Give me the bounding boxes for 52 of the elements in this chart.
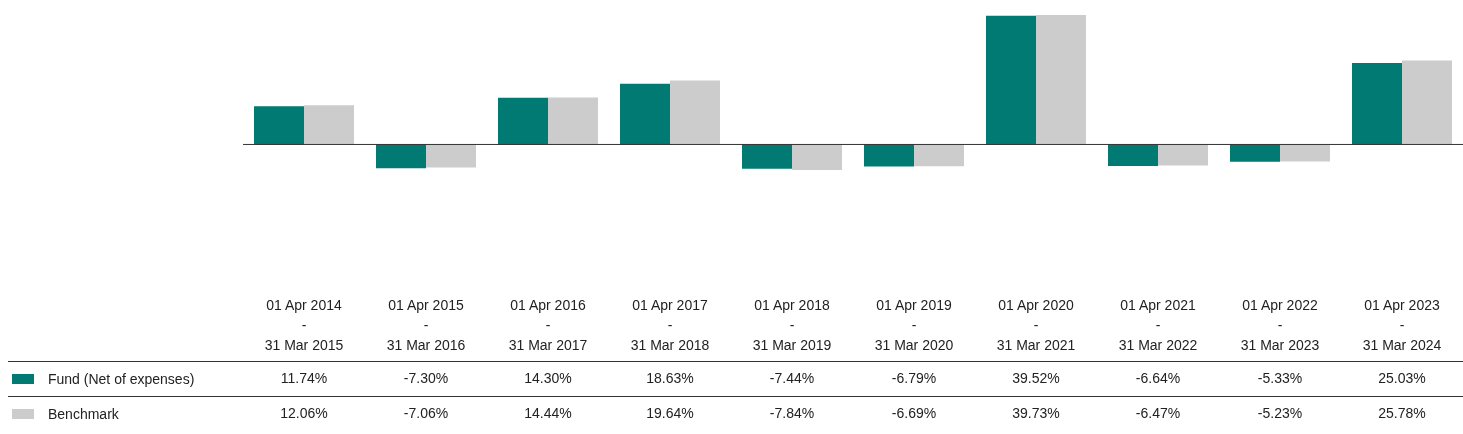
bar bbox=[864, 144, 914, 167]
x-tick-label: 01 Apr 2018 - 31 Mar 2019 bbox=[752, 297, 832, 353]
data-label: 39.52% bbox=[1011, 370, 1061, 386]
data-label: 39.73% bbox=[1011, 405, 1061, 421]
bar bbox=[620, 83, 670, 145]
x-tick-label: 01 Apr 2016 - 31 Mar 2017 bbox=[508, 297, 588, 353]
bar bbox=[1158, 144, 1208, 166]
bar bbox=[426, 144, 476, 168]
x-tick-label: 01 Apr 2020 - 31 Mar 2021 bbox=[996, 297, 1076, 353]
data-label: -6.79% bbox=[890, 370, 938, 386]
x-tick-label: 01 Apr 2014 - 31 Mar 2015 bbox=[264, 297, 344, 353]
data-label: 25.78% bbox=[1377, 405, 1427, 421]
legend-label: Benchmark bbox=[48, 406, 119, 422]
data-label: -5.33% bbox=[1256, 370, 1304, 386]
x-tick-label: 01 Apr 2017 - 31 Mar 2018 bbox=[630, 297, 710, 353]
bar bbox=[376, 144, 426, 169]
x-tick-label: 01 Apr 2021 - 31 Mar 2022 bbox=[1118, 297, 1198, 353]
data-label: -5.23% bbox=[1256, 405, 1304, 421]
bar bbox=[548, 97, 598, 145]
data-label: 11.74% bbox=[279, 370, 329, 386]
x-tick-label: 01 Apr 2022 - 31 Mar 2023 bbox=[1240, 297, 1320, 353]
bar bbox=[1280, 144, 1330, 162]
bar bbox=[670, 80, 720, 145]
bar bbox=[1352, 62, 1402, 145]
data-label: -6.64% bbox=[1134, 370, 1182, 386]
bar bbox=[254, 106, 304, 145]
data-label: 12.06% bbox=[279, 405, 329, 421]
data-label: -7.30% bbox=[402, 370, 450, 386]
data-label: -7.44% bbox=[768, 370, 816, 386]
data-label: 25.03% bbox=[1377, 370, 1427, 386]
data-label: -7.84% bbox=[768, 405, 816, 421]
x-tick-label: 01 Apr 2023 - 31 Mar 2024 bbox=[1362, 297, 1442, 353]
bar bbox=[1402, 60, 1452, 145]
data-label: -7.06% bbox=[402, 405, 450, 421]
bar bbox=[986, 15, 1036, 145]
bar bbox=[792, 144, 842, 170]
data-label: 19.64% bbox=[645, 405, 695, 421]
data-label: -6.47% bbox=[1134, 405, 1182, 421]
bar bbox=[914, 144, 964, 167]
data-label: -6.69% bbox=[890, 405, 938, 421]
bar bbox=[1230, 144, 1280, 162]
legend-label: Fund (Net of expenses) bbox=[48, 371, 195, 387]
x-tick-label: 01 Apr 2015 - 31 Mar 2016 bbox=[386, 297, 466, 353]
bar bbox=[742, 144, 792, 169]
x-tick-label: 01 Apr 2019 - 31 Mar 2020 bbox=[874, 297, 954, 353]
bar bbox=[1036, 15, 1086, 145]
data-label: 18.63% bbox=[645, 370, 695, 386]
data-label: 14.30% bbox=[523, 370, 573, 386]
bar bbox=[304, 105, 354, 145]
data-label: 14.44% bbox=[523, 405, 573, 421]
bar bbox=[1108, 144, 1158, 167]
bar bbox=[498, 97, 548, 145]
